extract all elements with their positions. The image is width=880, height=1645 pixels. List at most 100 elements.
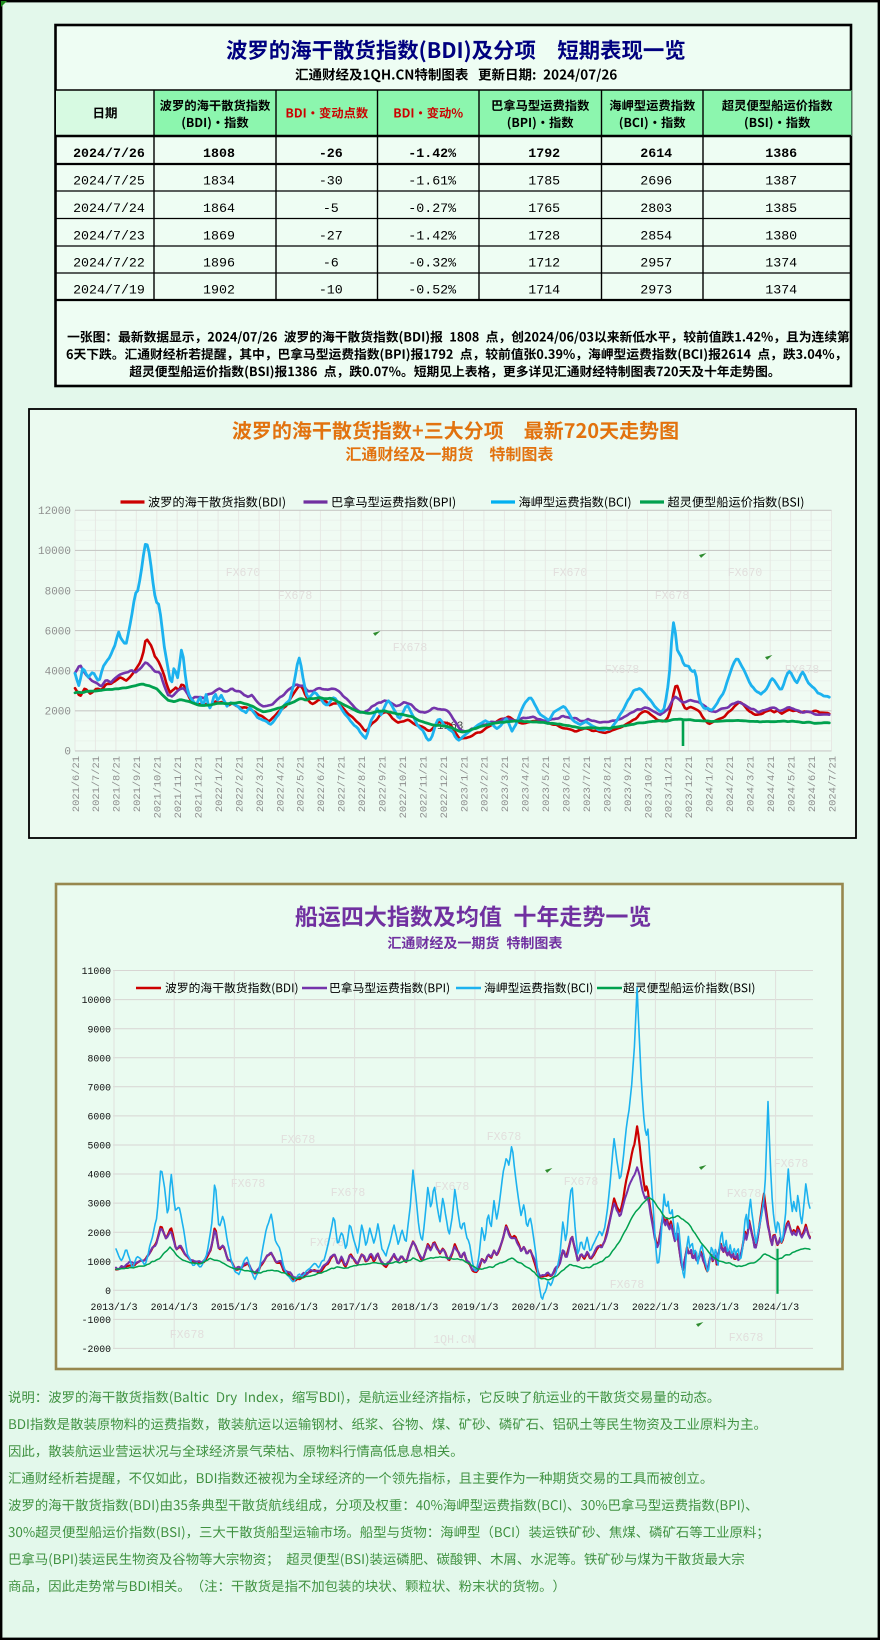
svg-text:2022/8/21: 2022/8/21 bbox=[357, 756, 369, 812]
svg-text:2023/10/21: 2023/10/21 bbox=[643, 756, 655, 818]
svg-text:1896: 1896 bbox=[203, 256, 235, 271]
svg-text:1869: 1869 bbox=[203, 228, 235, 243]
svg-text:FX678: FX678 bbox=[655, 590, 690, 603]
svg-text:FX678: FX678 bbox=[231, 1178, 266, 1191]
svg-text:2017/1/3: 2017/1/3 bbox=[331, 1302, 378, 1313]
svg-text:2023/1/21: 2023/1/21 bbox=[459, 756, 471, 812]
svg-text:2024/3/21: 2024/3/21 bbox=[746, 756, 758, 812]
svg-text:0: 0 bbox=[64, 747, 71, 759]
svg-text:2803: 2803 bbox=[640, 201, 672, 216]
svg-text:2973: 2973 bbox=[640, 283, 672, 298]
svg-text:FX678: FX678 bbox=[393, 642, 428, 655]
svg-text:1714: 1714 bbox=[528, 283, 560, 298]
svg-text:1374: 1374 bbox=[765, 283, 797, 298]
svg-text:2021/1/3: 2021/1/3 bbox=[572, 1302, 619, 1313]
svg-text:2023/1/3: 2023/1/3 bbox=[692, 1302, 739, 1313]
svg-text:2021/7/21: 2021/7/21 bbox=[91, 756, 103, 812]
svg-text:1808: 1808 bbox=[203, 146, 235, 161]
svg-text:-1.42%: -1.42% bbox=[408, 146, 456, 161]
svg-text:2957: 2957 bbox=[640, 256, 672, 271]
svg-text:2000: 2000 bbox=[87, 1228, 111, 1239]
svg-text:1380: 1380 bbox=[765, 228, 797, 243]
svg-text:-26: -26 bbox=[319, 146, 343, 161]
svg-text:-0.27%: -0.27% bbox=[408, 201, 456, 216]
svg-text:2022/11/21: 2022/11/21 bbox=[418, 756, 430, 818]
svg-text:2000: 2000 bbox=[45, 707, 71, 719]
svg-text:2018/1/3: 2018/1/3 bbox=[391, 1302, 438, 1313]
svg-text:FX670: FX670 bbox=[728, 567, 763, 580]
svg-text:FX678: FX678 bbox=[487, 1131, 522, 1144]
svg-text:2020/1/3: 2020/1/3 bbox=[511, 1302, 558, 1313]
svg-text:2023/12/21: 2023/12/21 bbox=[684, 756, 696, 818]
svg-text:2022/1/3: 2022/1/3 bbox=[632, 1302, 679, 1313]
svg-text:2024/7/22: 2024/7/22 bbox=[73, 256, 145, 271]
svg-text:6000: 6000 bbox=[87, 1112, 111, 1123]
svg-text:2023/7/21: 2023/7/21 bbox=[582, 756, 594, 812]
svg-text:9000: 9000 bbox=[87, 1024, 111, 1035]
svg-text:2022/7/21: 2022/7/21 bbox=[337, 756, 349, 812]
svg-text:FX670: FX670 bbox=[553, 567, 588, 580]
svg-text:1728: 1728 bbox=[528, 228, 560, 243]
svg-text:FX678: FX678 bbox=[610, 1279, 645, 1292]
svg-text:FX678: FX678 bbox=[729, 1332, 764, 1345]
svg-text:2023/9/21: 2023/9/21 bbox=[623, 756, 635, 812]
svg-text:2021/9/21: 2021/9/21 bbox=[132, 756, 144, 812]
svg-text:1QH.CN: 1QH.CN bbox=[433, 1334, 474, 1347]
svg-text:10000: 10000 bbox=[82, 995, 112, 1006]
svg-text:2021/12/21: 2021/12/21 bbox=[194, 756, 206, 818]
svg-text:2023/4/21: 2023/4/21 bbox=[521, 756, 533, 812]
svg-text:2021/6/21: 2021/6/21 bbox=[71, 756, 83, 812]
svg-text:2016/1/3: 2016/1/3 bbox=[271, 1302, 318, 1313]
svg-text:2023/2/21: 2023/2/21 bbox=[480, 756, 492, 812]
svg-text:1785: 1785 bbox=[528, 174, 560, 189]
svg-text:2024/1/21: 2024/1/21 bbox=[705, 756, 717, 812]
svg-text:-1000: -1000 bbox=[82, 1315, 112, 1326]
svg-text:1000: 1000 bbox=[87, 1257, 111, 1268]
svg-text:12000: 12000 bbox=[38, 506, 71, 518]
svg-text:5000: 5000 bbox=[87, 1141, 111, 1152]
svg-text:2023/5/21: 2023/5/21 bbox=[541, 756, 553, 812]
svg-text:2023/11/21: 2023/11/21 bbox=[664, 756, 676, 818]
svg-text:-10: -10 bbox=[319, 283, 343, 298]
svg-text:2024/1/3: 2024/1/3 bbox=[752, 1302, 799, 1313]
svg-text:FX678: FX678 bbox=[785, 664, 820, 677]
svg-text:2021/10/21: 2021/10/21 bbox=[153, 756, 165, 818]
svg-text:-1.61%: -1.61% bbox=[408, 174, 456, 189]
svg-text:2024/6/21: 2024/6/21 bbox=[807, 756, 819, 812]
svg-text:2696: 2696 bbox=[640, 174, 672, 189]
svg-text:-0.32%: -0.32% bbox=[408, 256, 456, 271]
svg-text:FX678: FX678 bbox=[331, 1187, 366, 1200]
svg-text:2023/8/21: 2023/8/21 bbox=[602, 756, 614, 812]
svg-text:FX678: FX678 bbox=[605, 664, 640, 677]
svg-text:0: 0 bbox=[105, 1286, 111, 1297]
svg-text:2022/9/21: 2022/9/21 bbox=[378, 756, 390, 812]
svg-text:FX678: FX678 bbox=[170, 1329, 205, 1342]
svg-text:2024/7/26: 2024/7/26 bbox=[73, 146, 145, 161]
svg-text:2022/5/21: 2022/5/21 bbox=[296, 756, 308, 812]
svg-text:1712: 1712 bbox=[528, 256, 560, 271]
svg-text:2024/7/19: 2024/7/19 bbox=[73, 283, 145, 298]
svg-text:-27: -27 bbox=[319, 228, 343, 243]
svg-text:FX670: FX670 bbox=[226, 567, 261, 580]
svg-text:-6: -6 bbox=[323, 256, 339, 271]
svg-text:2024/7/25: 2024/7/25 bbox=[73, 174, 145, 189]
svg-text:8000: 8000 bbox=[87, 1053, 111, 1064]
svg-text:1902: 1902 bbox=[203, 283, 235, 298]
svg-text:1387: 1387 bbox=[765, 174, 797, 189]
svg-text:1386: 1386 bbox=[765, 146, 797, 161]
svg-text:4000: 4000 bbox=[87, 1170, 111, 1181]
svg-text:-0.52%: -0.52% bbox=[408, 283, 456, 298]
svg-text:2614: 2614 bbox=[640, 146, 672, 161]
svg-text:2014/1/3: 2014/1/3 bbox=[151, 1302, 198, 1313]
svg-text:FX678: FX678 bbox=[278, 590, 313, 603]
svg-text:2019/1/3: 2019/1/3 bbox=[451, 1302, 498, 1313]
svg-text:FX678: FX678 bbox=[281, 1134, 316, 1147]
svg-text:1385: 1385 bbox=[765, 201, 797, 216]
svg-text:2022/10/21: 2022/10/21 bbox=[398, 756, 410, 818]
svg-text:1374: 1374 bbox=[765, 256, 797, 271]
svg-text:4000: 4000 bbox=[45, 667, 71, 679]
svg-text:2022/1/21: 2022/1/21 bbox=[214, 756, 226, 812]
svg-text:FX678: FX678 bbox=[727, 1188, 762, 1201]
svg-text:1834: 1834 bbox=[203, 174, 235, 189]
svg-text:2015/1/3: 2015/1/3 bbox=[211, 1302, 258, 1313]
